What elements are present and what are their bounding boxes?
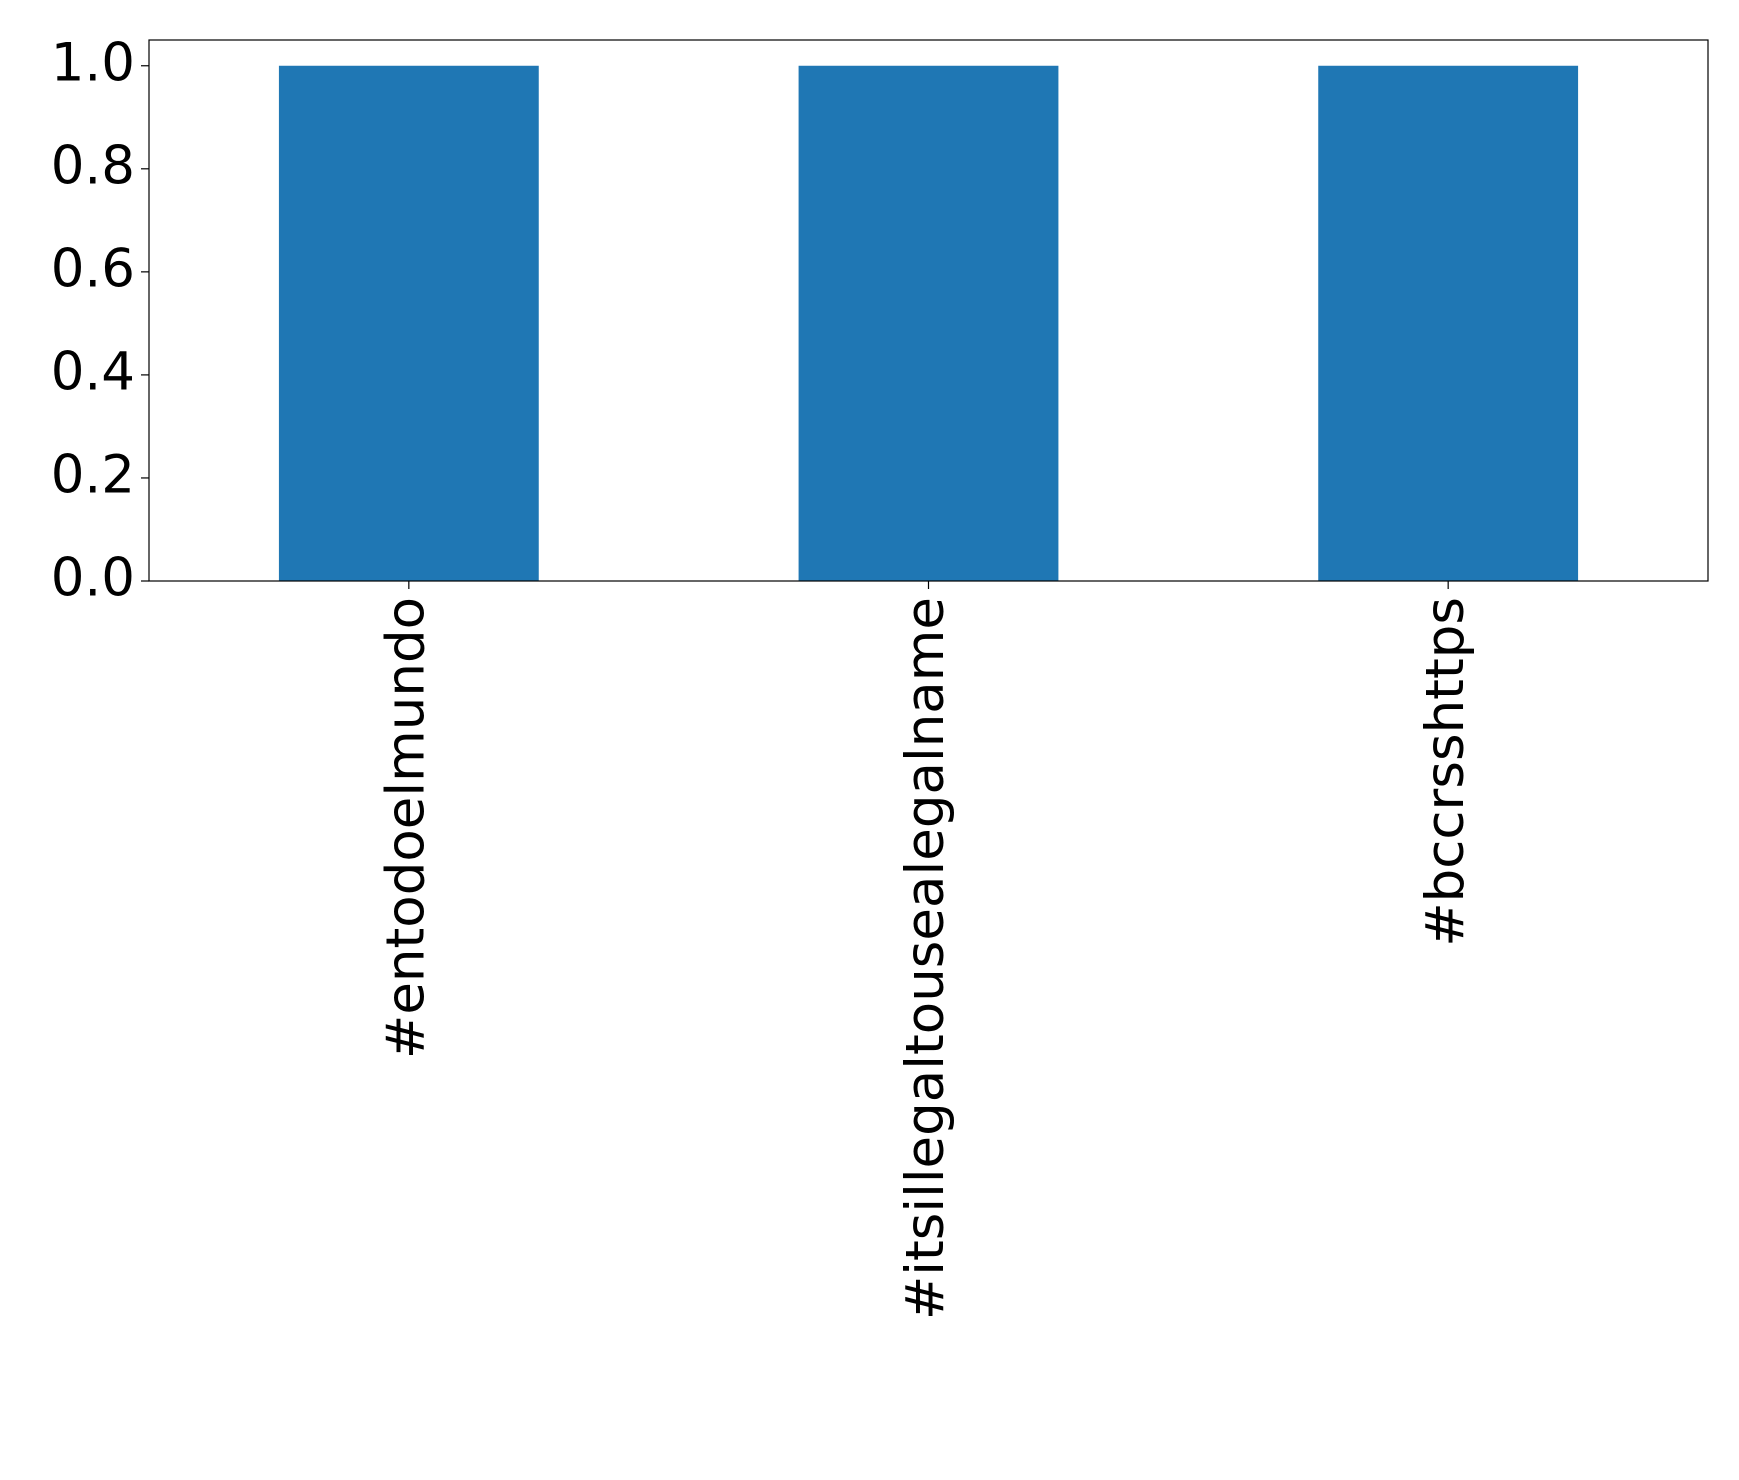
x-tick-label: #itsillegaltousealegalname [895,597,956,1320]
y-tick-label: 0.4 [51,342,135,403]
bar [1318,65,1579,581]
x-tick-label: #bccrsshttps [1415,597,1476,947]
y-tick-label: 0.6 [51,238,135,299]
bar [798,65,1059,581]
y-tick-label: 0.8 [51,135,135,196]
x-tick-label: #entodoelmundo [375,597,436,1059]
y-tick-label: 0.2 [51,445,135,506]
y-tick-label: 0.0 [51,548,135,609]
bar [278,65,539,581]
y-tick-label: 1.0 [51,32,135,93]
